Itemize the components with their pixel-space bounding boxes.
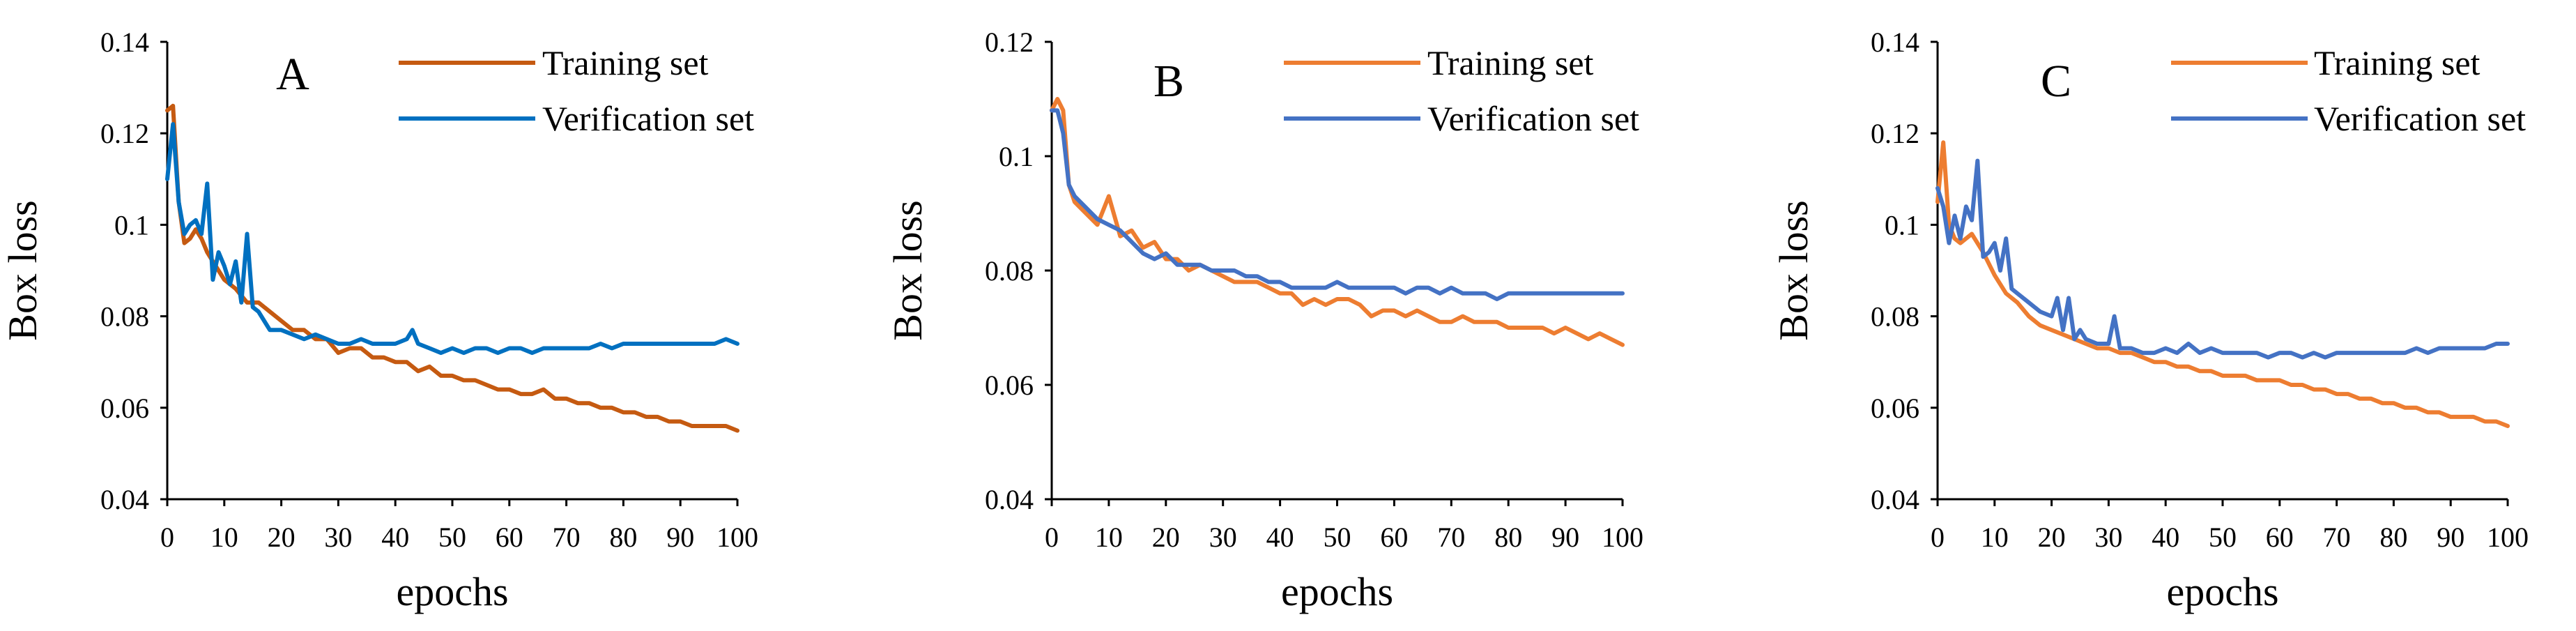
y-axis-label: Box loss bbox=[1771, 200, 1816, 340]
x-tick-label: 50 bbox=[2209, 522, 2237, 553]
y-axis-label: Box loss bbox=[885, 200, 930, 340]
x-tick-label: 60 bbox=[2266, 522, 2294, 553]
x-tick-label: 100 bbox=[1602, 522, 1643, 553]
x-tick-label: 0 bbox=[1931, 522, 1945, 553]
series-line-verification-set bbox=[165, 122, 739, 356]
x-tick-label: 0 bbox=[160, 522, 174, 553]
x-tick-label: 30 bbox=[1209, 522, 1237, 553]
legend-label-training-set: Training set bbox=[542, 43, 709, 82]
y-tick-label: 0.08 bbox=[100, 301, 149, 333]
y-tick-label: 0.06 bbox=[100, 393, 149, 424]
legend-label-verification-set: Verification set bbox=[1427, 99, 1639, 138]
x-tick-label: 40 bbox=[2152, 522, 2179, 553]
y-tick-label: 0.1 bbox=[1885, 209, 1919, 241]
x-tick-label: 70 bbox=[1437, 522, 1465, 553]
x-tick-label: 20 bbox=[2038, 522, 2066, 553]
y-axis-label: Box loss bbox=[0, 200, 45, 340]
x-tick-label: 10 bbox=[1981, 522, 2009, 553]
chart-panel-b: 0.04 0.06 0.08 0.1 0.12 0 10 20 30 40 50 60 70 80 90 10… bbox=[885, 26, 1643, 614]
x-tick-label: 20 bbox=[268, 522, 296, 553]
x-tick-label: 80 bbox=[2379, 522, 2407, 553]
y-tick-label: 0.1 bbox=[114, 209, 149, 241]
x-tick-label: 80 bbox=[609, 522, 637, 553]
x-tick-label: 100 bbox=[716, 522, 758, 553]
x-tick-label: 20 bbox=[1152, 522, 1180, 553]
y-tick-label: 0.12 bbox=[100, 118, 149, 149]
y-tick-label: 0.08 bbox=[985, 255, 1034, 287]
y-tick-label: 0.06 bbox=[1871, 393, 1919, 424]
series-line-verification-set bbox=[1935, 158, 2510, 360]
x-tick-label: 70 bbox=[553, 522, 581, 553]
y-tick-label: 0.1 bbox=[999, 141, 1034, 172]
series-line-training-set bbox=[165, 103, 739, 433]
x-tick-label: 40 bbox=[381, 522, 409, 553]
x-tick-label: 90 bbox=[2437, 522, 2464, 553]
x-tick-label: 10 bbox=[1095, 522, 1123, 553]
series-line-verification-set bbox=[1050, 108, 1625, 301]
y-tick-label: 0.06 bbox=[985, 370, 1034, 401]
x-tick-label: 100 bbox=[2487, 522, 2529, 553]
x-tick-label: 90 bbox=[1551, 522, 1579, 553]
y-tick-label: 0.04 bbox=[985, 484, 1034, 515]
x-tick-label: 50 bbox=[1324, 522, 1351, 553]
panel-label: A bbox=[276, 49, 309, 100]
series-line-training-set bbox=[1935, 140, 2510, 428]
legend-label-verification-set: Verification set bbox=[2314, 99, 2526, 138]
x-tick-label: 10 bbox=[210, 522, 238, 553]
chart-panel-c: 0.04 0.06 0.08 0.1 0.12 0.14 0 10 20 30 40 50 60 70 80… bbox=[1771, 26, 2529, 614]
legend-label-verification-set: Verification set bbox=[542, 99, 754, 138]
legend-label-training-set: Training set bbox=[2314, 43, 2481, 82]
x-tick-label: 50 bbox=[438, 522, 466, 553]
x-axis-label: epochs bbox=[1281, 569, 1393, 614]
x-tick-label: 80 bbox=[1494, 522, 1522, 553]
panel-label: C bbox=[2041, 56, 2071, 107]
legend-label-training-set: Training set bbox=[1427, 43, 1594, 82]
y-tick-label: 0.04 bbox=[100, 484, 149, 515]
panel-label: B bbox=[1153, 56, 1184, 107]
y-tick-label: 0.08 bbox=[1871, 301, 1919, 333]
chart-panel-a: 0.04 0.06 0.08 0.1 0.12 0.14 0 10 20 30 40 50 60 70 80… bbox=[0, 26, 758, 614]
x-tick-label: 30 bbox=[2094, 522, 2122, 553]
y-tick-label: 0.12 bbox=[1871, 118, 1919, 149]
y-tick-label: 0.04 bbox=[1871, 484, 1919, 515]
x-axis-label: epochs bbox=[396, 569, 508, 614]
x-tick-label: 90 bbox=[666, 522, 694, 553]
series-line-training-set bbox=[1050, 97, 1625, 347]
x-tick-label: 30 bbox=[324, 522, 352, 553]
x-tick-label: 40 bbox=[1266, 522, 1294, 553]
x-tick-label: 0 bbox=[1045, 522, 1059, 553]
y-tick-label: 0.14 bbox=[100, 26, 149, 58]
x-axis-label: epochs bbox=[2166, 569, 2278, 614]
x-tick-label: 60 bbox=[496, 522, 523, 553]
y-tick-label: 0.12 bbox=[985, 26, 1034, 58]
x-tick-label: 60 bbox=[1380, 522, 1408, 553]
y-tick-label: 0.14 bbox=[1871, 26, 1919, 58]
x-tick-label: 70 bbox=[2323, 522, 2351, 553]
